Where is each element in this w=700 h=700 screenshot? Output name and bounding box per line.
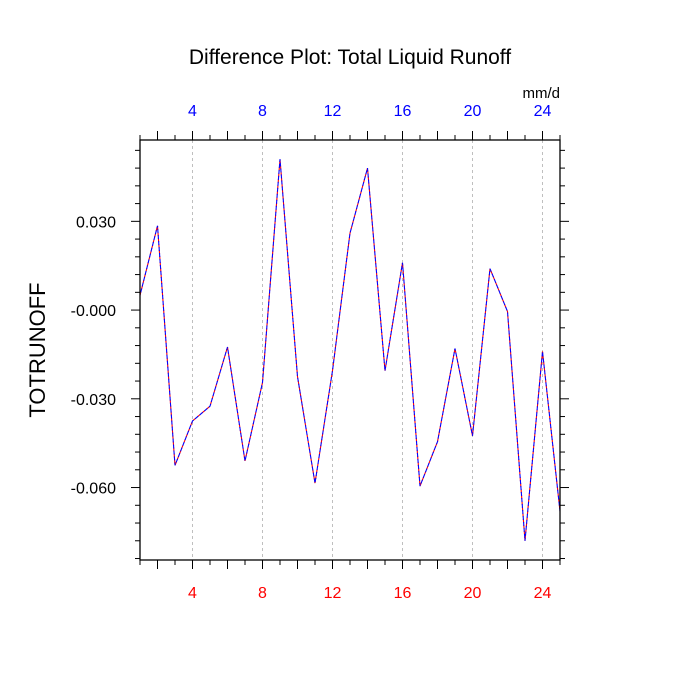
axis-tick-labels: 0.030 -0.000 -0.030 -0.060 4 4 8 8 12 12 16 16 20 20 2…: [71, 103, 552, 602]
grid-lines: [192, 140, 543, 560]
x-bottom-tick-label: 8: [258, 585, 267, 602]
y-tick-label: -0.060: [71, 481, 116, 498]
x-top-tick-label: 16: [394, 103, 412, 120]
series-group: [139, 159, 561, 541]
plot-frame: [139, 139, 561, 561]
x-top-tick-label: 24: [534, 103, 552, 120]
x-top-tick-label: 4: [188, 103, 197, 120]
x-bottom-tick-label: 24: [534, 585, 552, 602]
x-top-tick-label: 12: [324, 103, 342, 120]
x-bottom-tick-label: 4: [188, 585, 197, 602]
y-tick-label: -0.030: [71, 392, 116, 409]
units-label: mm/d: [523, 85, 561, 102]
series-line-red: [139, 159, 561, 541]
chart-title: Difference Plot: Total Liquid Runoff: [189, 46, 511, 69]
x-top-tick-label: 20: [464, 103, 482, 120]
axis-ticks: [131, 131, 569, 569]
series-line-blue: [139, 159, 561, 541]
y-axis-title: TOTRUNOFF: [25, 282, 50, 417]
x-top-tick-label: 8: [258, 103, 267, 120]
x-bottom-tick-label: 16: [394, 585, 412, 602]
y-tick-label: 0.030: [76, 214, 116, 231]
y-tick-label: -0.000: [71, 303, 116, 320]
x-bottom-tick-label: 20: [464, 585, 482, 602]
x-bottom-tick-label: 12: [324, 585, 342, 602]
